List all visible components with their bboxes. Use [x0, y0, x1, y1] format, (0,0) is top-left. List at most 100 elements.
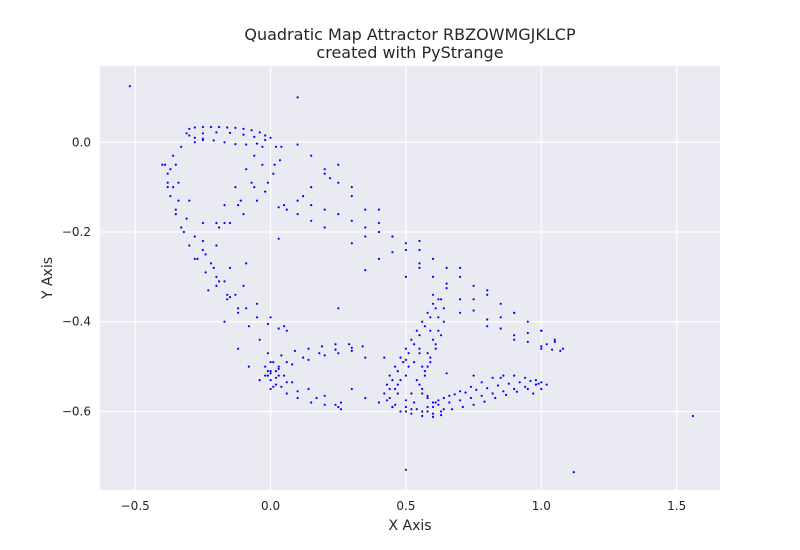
attractor-point [513, 387, 516, 391]
attractor-point [280, 385, 283, 388]
attractor-point [239, 199, 242, 202]
attractor-point [540, 329, 543, 332]
attractor-point [364, 356, 367, 359]
attractor-point [237, 347, 240, 350]
attractor-point [228, 266, 232, 269]
attractor-point [437, 329, 440, 332]
attractor-point [334, 403, 337, 406]
attractor-point [448, 394, 451, 397]
attractor-point [255, 316, 259, 319]
y-tick-label: 0.0 [72, 135, 91, 149]
attractor-point [318, 352, 321, 355]
attractor-point [431, 257, 435, 260]
attractor-point [323, 394, 326, 397]
attractor-point [448, 401, 451, 404]
attractor-point [415, 329, 418, 332]
attractor-point [242, 127, 245, 130]
attractor-point [437, 399, 440, 402]
attractor-point [323, 172, 326, 175]
attractor-point [247, 325, 250, 328]
attractor-point [418, 262, 421, 265]
attractor-point [237, 204, 240, 207]
attractor-point [388, 396, 391, 400]
attractor-point [337, 163, 340, 166]
attractor-point [431, 293, 435, 296]
attractor-point [310, 154, 313, 157]
attractor-point [302, 195, 305, 198]
attractor-point [277, 237, 280, 240]
attractor-point [291, 381, 294, 384]
attractor-point [261, 145, 264, 148]
attractor-point [540, 345, 543, 348]
attractor-point [434, 307, 437, 310]
attractor-point [404, 374, 407, 377]
attractor-point [486, 387, 489, 390]
attractor-point [440, 298, 443, 301]
attractor-point [396, 370, 399, 373]
attractor-point [383, 356, 386, 359]
attractor-point [491, 376, 494, 379]
x-tick-label: 1.5 [667, 499, 686, 513]
attractor-point [128, 85, 131, 88]
attractor-point [404, 405, 407, 409]
attractor-point [258, 379, 261, 382]
attractor-point [513, 311, 516, 314]
attractor-point [250, 129, 253, 132]
attractor-point [212, 266, 215, 269]
attractor-point [426, 365, 429, 368]
attractor-point [434, 347, 437, 350]
attractor-point [188, 127, 191, 130]
attractor-point [461, 405, 464, 409]
attractor-point [551, 348, 554, 351]
attractor-point [396, 392, 399, 395]
attractor-point [410, 392, 413, 395]
attractor-point [526, 320, 529, 323]
attractor-point [491, 392, 494, 395]
attractor-point [434, 343, 437, 346]
attractor-point [350, 242, 353, 245]
attractor-point [201, 125, 204, 129]
attractor-point [339, 401, 343, 404]
attractor-point [215, 131, 218, 134]
attractor-point [218, 125, 221, 129]
attractor-point [280, 354, 283, 357]
attractor-point [223, 204, 226, 207]
attractor-point [323, 208, 326, 211]
attractor-point [266, 352, 269, 355]
attractor-point [350, 349, 353, 352]
attractor-point [572, 471, 575, 474]
attractor-point [486, 293, 489, 296]
attractor-point [472, 284, 475, 287]
attractor-point [494, 396, 497, 400]
attractor-point [264, 374, 267, 377]
attractor-point [431, 412, 435, 415]
attractor-point [486, 318, 489, 321]
attractor-point [296, 199, 299, 202]
attractor-point [307, 387, 310, 391]
attractor-point [350, 219, 353, 222]
attractor-point [475, 388, 478, 391]
attractor-point [329, 177, 332, 180]
chart-subtitle: created with PyStrange [316, 43, 503, 62]
attractor-point [459, 390, 462, 393]
attractor-point [350, 387, 353, 391]
attractor-point [269, 361, 272, 364]
attractor-point [513, 334, 516, 337]
attractor-point [291, 363, 294, 366]
attractor-point [266, 322, 269, 326]
attractor-point [415, 408, 418, 411]
attractor-point [404, 468, 407, 471]
attractor-point [215, 284, 218, 287]
attractor-point [540, 347, 543, 350]
y-tick-label: −0.2 [62, 225, 91, 239]
attractor-point [193, 136, 196, 139]
attractor-point [418, 352, 421, 355]
attractor-point [237, 311, 240, 314]
attractor-point [234, 143, 237, 146]
attractor-point [418, 334, 421, 337]
attractor-point [429, 356, 432, 359]
attractor-point [377, 221, 380, 225]
attractor-point [307, 358, 310, 361]
attractor-point [486, 289, 489, 292]
